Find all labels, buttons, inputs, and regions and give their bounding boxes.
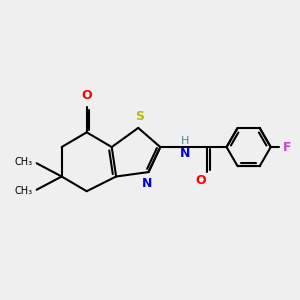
Text: O: O <box>196 174 206 187</box>
Text: O: O <box>81 89 92 102</box>
Text: N: N <box>180 147 190 160</box>
Text: H: H <box>181 136 190 146</box>
Text: F: F <box>283 141 291 154</box>
Text: N: N <box>142 177 152 190</box>
Text: CH₃: CH₃ <box>15 157 33 167</box>
Text: S: S <box>135 110 144 123</box>
Text: CH₃: CH₃ <box>15 186 33 196</box>
